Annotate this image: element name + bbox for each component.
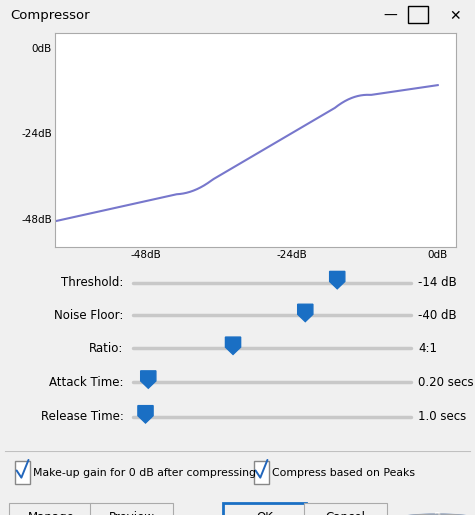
Text: -14 dB: -14 dB (418, 276, 457, 289)
Polygon shape (226, 337, 241, 354)
Text: Preview: Preview (109, 511, 155, 515)
Polygon shape (138, 406, 153, 423)
FancyBboxPatch shape (90, 503, 173, 515)
FancyBboxPatch shape (223, 503, 306, 515)
Text: —: — (383, 9, 397, 23)
Text: Release Time:: Release Time: (41, 410, 124, 423)
Text: Attack Time:: Attack Time: (49, 375, 124, 388)
Text: 0.20 secs: 0.20 secs (418, 375, 474, 388)
Text: OK: OK (256, 511, 273, 515)
Text: Noise Floor:: Noise Floor: (54, 309, 124, 322)
Text: -40 dB: -40 dB (418, 309, 456, 322)
Text: Manage: Manage (28, 511, 75, 515)
Text: Compress based on Peaks: Compress based on Peaks (272, 468, 415, 477)
Text: Threshold:: Threshold: (61, 276, 124, 289)
Polygon shape (141, 371, 156, 388)
Text: 4:1: 4:1 (418, 342, 437, 355)
Text: 1.0 secs: 1.0 secs (418, 410, 466, 423)
Polygon shape (330, 271, 345, 289)
Circle shape (401, 514, 473, 515)
Text: Ratio:: Ratio: (89, 342, 124, 355)
Text: Compressor: Compressor (10, 9, 90, 22)
Text: Make-up gain for 0 dB after compressing: Make-up gain for 0 dB after compressing (33, 468, 256, 477)
FancyBboxPatch shape (15, 461, 30, 484)
Text: ?: ? (433, 511, 441, 515)
Text: Cancel: Cancel (325, 511, 366, 515)
Polygon shape (298, 304, 313, 321)
FancyBboxPatch shape (304, 503, 387, 515)
Text: ✕: ✕ (449, 9, 461, 23)
FancyBboxPatch shape (254, 461, 269, 484)
FancyBboxPatch shape (10, 503, 93, 515)
